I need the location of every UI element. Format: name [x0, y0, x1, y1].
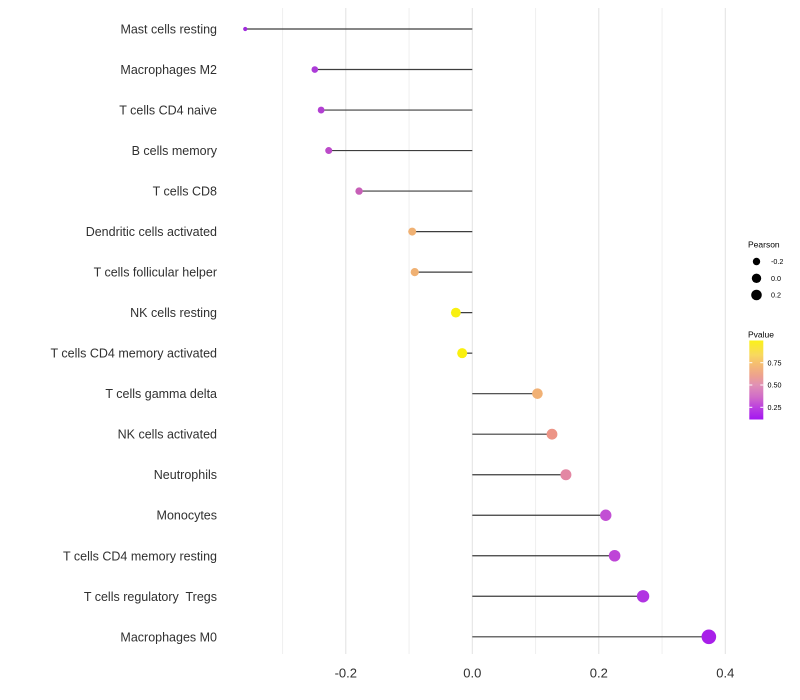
legend-size-label: 0.0 — [771, 274, 781, 283]
y-axis-label: B cells memory — [132, 144, 218, 158]
y-axis-labels-group: Mast cells resting Macrophages M2 T cells … — [51, 23, 218, 645]
y-axis-label: T cells gamma delta — [105, 387, 217, 401]
legend-colorbar-tick-label: 0.50 — [768, 381, 782, 390]
x-axis-tick-label: 0.4 — [716, 666, 734, 681]
legend-group: Pearson -0.2 0.0 0.2 Pvalue 0.75 0.50 0.25 — [748, 240, 783, 420]
y-axis-label: T cells regulatory Tregs — [84, 590, 217, 604]
lollipop-dot — [560, 469, 572, 481]
x-axis-tick-label: 0.0 — [463, 666, 481, 681]
legend-size-label: 0.2 — [771, 291, 781, 300]
x-axis-tick-label: 0.2 — [590, 666, 608, 681]
legend-colorbar-tick-label: 0.25 — [768, 403, 782, 412]
legend-size-dot — [752, 257, 761, 266]
y-axis-label: Mast cells resting — [120, 23, 217, 37]
y-axis-label: T cells CD4 naive — [119, 104, 217, 118]
legend-size-dot — [751, 289, 762, 301]
legend-size-dot — [751, 273, 762, 283]
lollipop-dot — [410, 268, 419, 277]
lollipop-dot — [600, 509, 612, 521]
y-axis-label: Macrophages M2 — [120, 63, 217, 77]
y-axis-label: T cells follicular helper — [94, 266, 217, 280]
y-axis-label: Monocytes — [157, 509, 217, 523]
lollipop-dot — [457, 348, 468, 359]
stems-group — [245, 28, 709, 638]
lollipop-dot — [608, 549, 621, 562]
lollipop-dot — [636, 590, 650, 603]
y-axis-label: Neutrophils — [154, 468, 217, 482]
lollipop-dot — [325, 147, 333, 155]
lollipop-dot — [546, 428, 558, 440]
dots-group — [243, 26, 717, 645]
legend-size-label: -0.2 — [771, 257, 783, 266]
legend-colorbar-tick-label: 0.75 — [768, 358, 782, 367]
y-axis-label: Macrophages M0 — [120, 630, 217, 644]
y-axis-label: T cells CD4 memory resting — [63, 549, 217, 563]
legend-pvalue-title: Pvalue — [748, 330, 774, 340]
lollipop-dot — [408, 227, 417, 236]
lollipop-dot — [317, 106, 325, 114]
lollipop-dot — [701, 629, 717, 645]
lollipop-dot — [311, 66, 319, 73]
y-axis-label: T cells CD8 — [153, 185, 217, 199]
x-axis-tick-label: -0.2 — [335, 666, 357, 681]
lollipop-dot — [532, 388, 543, 399]
gridlines-group — [282, 8, 726, 654]
legend-colorbar — [749, 340, 764, 420]
lollipop-dot — [243, 26, 248, 32]
y-axis-label: NK cells activated — [118, 428, 217, 442]
y-axis-label: T cells CD4 memory activated — [51, 347, 218, 361]
legend-pearson-title: Pearson — [748, 240, 780, 250]
y-axis-label: Dendritic cells activated — [86, 225, 217, 239]
lollipop-dot — [355, 187, 363, 195]
x-axis-labels-group: -0.2 0.0 0.2 0.4 — [335, 666, 735, 681]
lollipop-dot — [450, 307, 461, 318]
y-axis-label: NK cells resting — [130, 306, 217, 320]
